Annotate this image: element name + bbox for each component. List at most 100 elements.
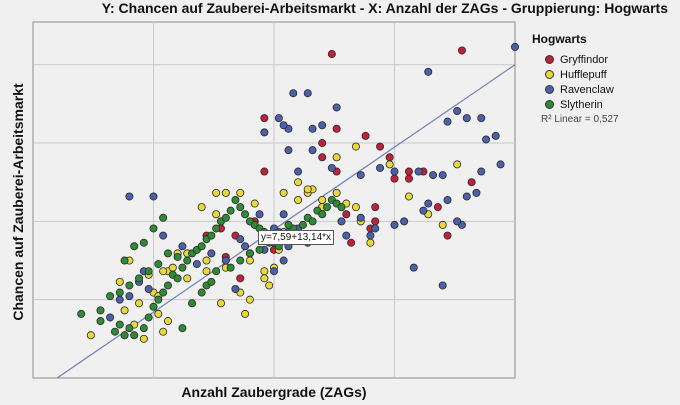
point-gryffindor bbox=[404, 174, 413, 183]
point-slytherin bbox=[188, 299, 197, 308]
point-hufflepuff bbox=[279, 188, 288, 197]
r2-label: R² Linear = 0,527 bbox=[541, 114, 619, 125]
point-hufflepuff bbox=[163, 317, 172, 326]
point-gryffindor bbox=[236, 274, 245, 283]
point-ravenclaw bbox=[115, 295, 124, 304]
point-hufflepuff bbox=[241, 309, 250, 318]
point-gryffindor bbox=[385, 153, 394, 162]
point-ravenclaw bbox=[207, 249, 216, 258]
point-ravenclaw bbox=[419, 206, 428, 215]
x-axis-label: Anzahl Zaubergrade (ZAGs) bbox=[181, 384, 367, 400]
point-slytherin bbox=[154, 295, 163, 304]
point-ravenclaw bbox=[366, 231, 375, 240]
point-gryffindor bbox=[371, 203, 380, 212]
point-slytherin bbox=[197, 242, 206, 251]
point-hufflepuff bbox=[120, 306, 129, 315]
point-gryffindor bbox=[318, 139, 327, 148]
point-slytherin bbox=[236, 256, 245, 265]
point-hufflepuff bbox=[154, 309, 163, 318]
point-ravenclaw bbox=[371, 224, 380, 233]
point-ravenclaw bbox=[356, 213, 365, 222]
point-gryffindor bbox=[318, 153, 327, 162]
point-slytherin bbox=[255, 245, 264, 254]
point-ravenclaw bbox=[400, 217, 409, 226]
point-ravenclaw bbox=[125, 192, 134, 201]
point-ravenclaw bbox=[409, 263, 418, 272]
point-slytherin bbox=[207, 231, 216, 240]
point-ravenclaw bbox=[491, 131, 500, 140]
point-hufflepuff bbox=[139, 334, 148, 343]
point-hufflepuff bbox=[135, 299, 144, 308]
legend-label: Gryffindor bbox=[560, 53, 609, 66]
legend-marker bbox=[545, 85, 554, 94]
point-slytherin bbox=[144, 313, 153, 322]
point-slytherin bbox=[308, 217, 317, 226]
legend-item-slytherin: Slytherin bbox=[532, 97, 680, 112]
point-slytherin bbox=[159, 213, 168, 222]
point-hufflepuff bbox=[332, 188, 341, 197]
point-hufflepuff bbox=[202, 256, 211, 265]
point-slytherin bbox=[183, 256, 192, 265]
point-ravenclaw bbox=[390, 167, 399, 176]
point-slytherin bbox=[163, 281, 172, 290]
point-gryffindor bbox=[433, 203, 442, 212]
point-ravenclaw bbox=[390, 220, 399, 229]
point-slytherin bbox=[135, 274, 144, 283]
point-hufflepuff bbox=[438, 220, 447, 229]
point-gryffindor bbox=[467, 178, 476, 187]
legend-item-gryffindor: Gryffindor bbox=[532, 52, 680, 67]
point-slytherin bbox=[212, 267, 221, 276]
point-hufflepuff bbox=[318, 195, 327, 204]
point-hufflepuff bbox=[86, 331, 95, 340]
point-hufflepuff bbox=[168, 263, 177, 272]
point-slytherin bbox=[226, 263, 235, 272]
point-slytherin bbox=[110, 327, 119, 336]
point-slytherin bbox=[298, 220, 307, 229]
point-hufflepuff bbox=[294, 178, 303, 187]
point-ravenclaw bbox=[303, 89, 312, 98]
point-ravenclaw bbox=[453, 217, 462, 226]
point-hufflepuff bbox=[260, 274, 269, 283]
point-slytherin bbox=[96, 317, 105, 326]
point-gryffindor bbox=[457, 46, 466, 55]
point-ravenclaw bbox=[414, 167, 423, 176]
point-slytherin bbox=[337, 203, 346, 212]
point-ravenclaw bbox=[424, 67, 433, 76]
point-hufflepuff bbox=[245, 256, 254, 265]
point-slytherin bbox=[207, 277, 216, 286]
point-slytherin bbox=[125, 281, 134, 290]
point-hufflepuff bbox=[265, 281, 274, 290]
point-gryffindor bbox=[342, 210, 351, 219]
point-ravenclaw bbox=[443, 117, 452, 126]
point-slytherin bbox=[173, 274, 182, 283]
point-ravenclaw bbox=[337, 217, 346, 226]
point-hufflepuff bbox=[197, 203, 206, 212]
point-gryffindor bbox=[376, 142, 385, 151]
point-slytherin bbox=[115, 288, 124, 297]
point-slytherin bbox=[144, 267, 153, 276]
point-hufflepuff bbox=[183, 274, 192, 283]
point-hufflepuff bbox=[303, 185, 312, 194]
point-slytherin bbox=[226, 206, 235, 215]
point-hufflepuff bbox=[202, 267, 211, 276]
point-ravenclaw bbox=[453, 107, 462, 116]
point-gryffindor bbox=[347, 238, 356, 247]
point-hufflepuff bbox=[260, 267, 269, 276]
point-hufflepuff bbox=[212, 188, 221, 197]
point-hufflepuff bbox=[159, 267, 168, 276]
point-ravenclaw bbox=[376, 163, 385, 172]
point-ravenclaw bbox=[236, 235, 245, 244]
point-hufflepuff bbox=[453, 160, 462, 169]
legend-marker bbox=[545, 100, 554, 109]
point-ravenclaw bbox=[231, 284, 240, 293]
point-slytherin bbox=[125, 324, 134, 333]
point-slytherin bbox=[323, 203, 332, 212]
point-gryffindor bbox=[260, 167, 269, 176]
legend: Hogwarts Gryffindor Hufflepuff Ravenclaw Sl… bbox=[532, 32, 680, 112]
point-slytherin bbox=[245, 249, 254, 258]
point-ravenclaw bbox=[424, 199, 433, 208]
point-slytherin bbox=[130, 331, 139, 340]
legend-item-hufflepuff: Hufflepuff bbox=[532, 67, 680, 82]
point-ravenclaw bbox=[241, 242, 250, 251]
